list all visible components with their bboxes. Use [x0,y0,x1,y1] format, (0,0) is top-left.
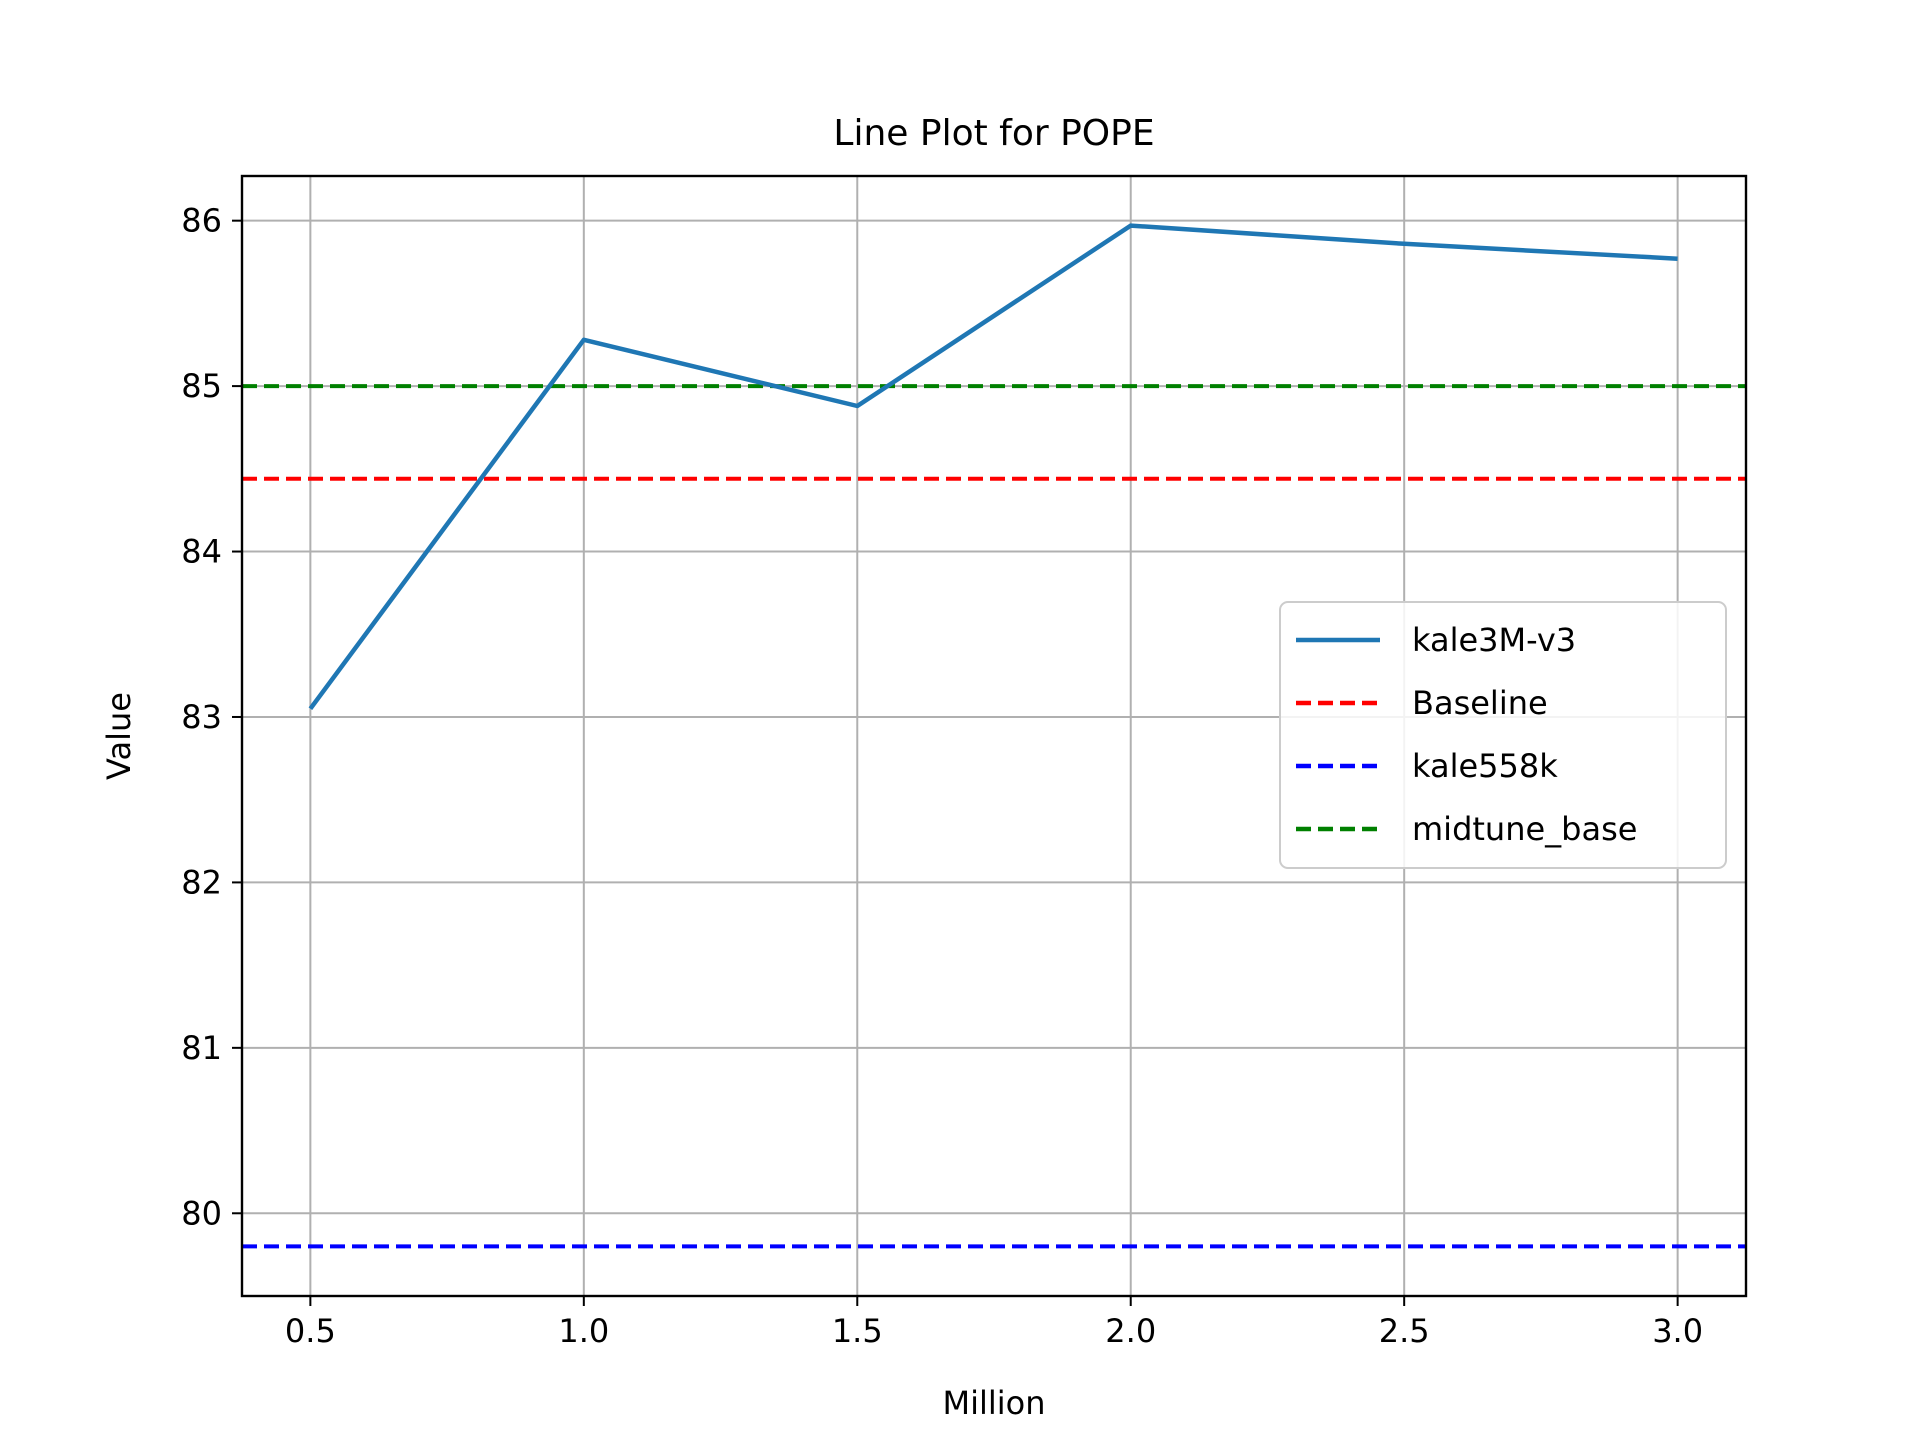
legend: kale3M-v3 Baseline kale558k midtune_base [1279,601,1727,869]
x-axis-label: Million [942,1384,1045,1422]
y-tick-label: 82 [181,863,222,901]
y-tick-label: 81 [181,1029,222,1067]
x-tick-label: 0.5 [285,1312,336,1350]
y-axis-label: Value [100,692,138,780]
reference-lines [242,384,1746,1249]
x-tick-label: 1.5 [832,1312,883,1350]
x-tick-label: 2.5 [1379,1312,1430,1350]
y-tick-label: 83 [181,698,222,736]
legend-label: kale3M-v3 [1412,621,1576,659]
legend-label: midtune_base [1412,810,1637,848]
y-tick-label: 85 [181,367,222,405]
plot-frame [240,174,1748,1298]
axis-ticks: 0.5 1.0 1.5 2.0 2.5 3.0 80 81 82 83 84 85 86 [181,202,1703,1350]
legend-label: Baseline [1412,684,1548,722]
x-tick-label: 2.0 [1105,1312,1156,1350]
y-tick-label: 84 [181,533,222,571]
legend-label: kale558k [1412,747,1558,785]
legend-box [1279,601,1727,869]
data-series [308,223,1678,711]
y-tick-label: 86 [181,202,222,240]
series-line-kale3m-v3 [308,223,1678,711]
x-tick-label: 1.0 [558,1312,609,1350]
x-tick-label: 3.0 [1652,1312,1703,1350]
chart-title: Line Plot for POPE [833,113,1154,154]
y-tick-label: 80 [181,1194,222,1232]
